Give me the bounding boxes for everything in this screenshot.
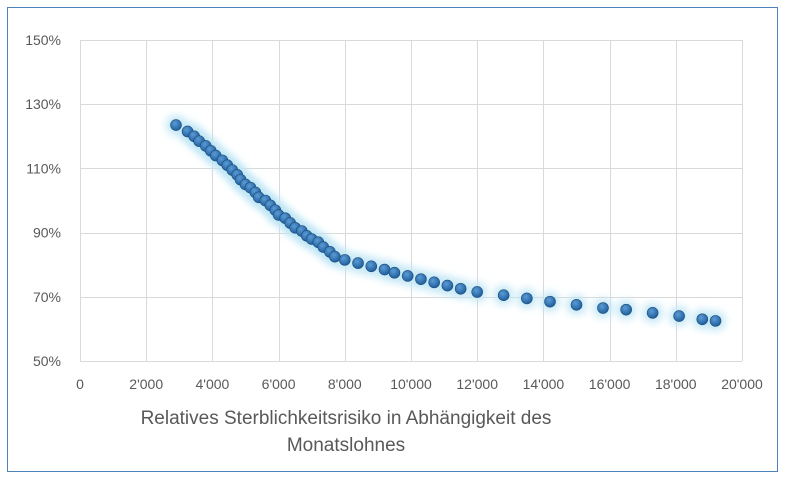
data-point-33 bbox=[378, 263, 391, 276]
data-point-44 bbox=[570, 299, 583, 311]
x-tick-label: 10'000 bbox=[390, 376, 432, 392]
x-tick-label: 18'000 bbox=[655, 376, 697, 392]
data-point-38 bbox=[441, 279, 454, 292]
x-axis-tick-labels: 0 2'000 4'000 6'000 8'000 10'000 12'000 14'000 1… bbox=[76, 376, 763, 392]
x-tick-label: 6'000 bbox=[262, 376, 296, 392]
chart-frame bbox=[7, 7, 778, 472]
data-point-40 bbox=[471, 286, 484, 298]
x-tick-label: 20'000 bbox=[721, 376, 763, 392]
y-tick-label: 70% bbox=[33, 289, 61, 305]
data-point-41 bbox=[497, 289, 510, 301]
data-point-49 bbox=[696, 313, 709, 326]
data-point-29 bbox=[329, 250, 341, 263]
caption-line-2: Monatslohnes bbox=[286, 435, 406, 456]
x-tick-label: 2'000 bbox=[129, 376, 163, 392]
data-point-34 bbox=[388, 266, 401, 279]
x-tick-label: 4'000 bbox=[195, 376, 229, 392]
data-point-42 bbox=[521, 292, 533, 305]
data-point-50 bbox=[709, 315, 722, 327]
y-tick-label: 110% bbox=[26, 160, 61, 176]
data-point-31 bbox=[352, 257, 364, 269]
gridlines bbox=[80, 40, 743, 362]
data-point-48 bbox=[673, 310, 685, 322]
y-axis-tick-labels: 50% 70% 90% 110% 130% 150% bbox=[25, 32, 61, 369]
data-point-0 bbox=[170, 119, 182, 131]
data-points bbox=[170, 119, 722, 327]
data-point-36 bbox=[415, 273, 427, 285]
x-tick-label: 8'000 bbox=[328, 376, 362, 392]
x-tick-label: 0 bbox=[76, 376, 84, 392]
data-point-45 bbox=[597, 302, 609, 314]
y-tick-label: 150% bbox=[25, 32, 61, 48]
x-tick-label: 16'000 bbox=[589, 376, 631, 392]
x-tick-label: 14'000 bbox=[523, 376, 565, 392]
data-point-32 bbox=[365, 260, 378, 273]
data-point-35 bbox=[401, 270, 414, 282]
data-point-43 bbox=[544, 295, 556, 308]
x-tick-label: 12'000 bbox=[456, 376, 498, 392]
y-tick-label: 90% bbox=[33, 225, 61, 241]
caption-line-1: Relatives Sterblichkeitsrisiko in Abhäng… bbox=[140, 408, 552, 429]
y-tick-label: 50% bbox=[33, 353, 61, 369]
data-point-39 bbox=[454, 282, 467, 295]
data-point-37 bbox=[428, 276, 440, 289]
marker-glow-layer bbox=[165, 115, 726, 331]
data-point-47 bbox=[646, 307, 659, 319]
data-point-30 bbox=[338, 254, 351, 266]
y-tick-label: 130% bbox=[25, 96, 61, 112]
chart-caption: Relatives Sterblichkeitsrisiko in Abhäng… bbox=[0, 405, 692, 459]
data-point-46 bbox=[620, 303, 632, 316]
